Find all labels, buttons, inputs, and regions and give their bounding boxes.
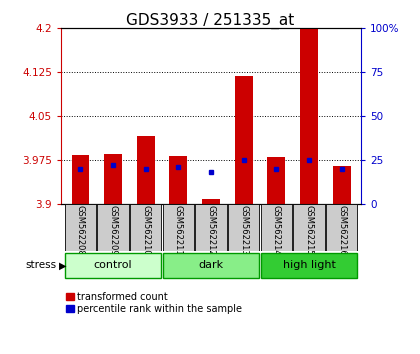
Bar xyxy=(202,199,220,204)
Text: ▶: ▶ xyxy=(59,261,66,270)
Bar xyxy=(163,253,260,278)
Bar xyxy=(235,76,253,204)
Text: GSM562216: GSM562216 xyxy=(337,205,346,256)
Text: GSM562215: GSM562215 xyxy=(304,205,313,256)
Bar xyxy=(97,204,129,251)
Text: GSM562209: GSM562209 xyxy=(109,205,118,256)
Text: GDS3933 / 251335_at: GDS3933 / 251335_at xyxy=(126,12,294,29)
Bar xyxy=(293,204,325,251)
Text: GSM562212: GSM562212 xyxy=(207,205,215,256)
Bar xyxy=(71,155,89,204)
Text: control: control xyxy=(94,260,132,270)
Bar xyxy=(300,28,318,204)
Bar xyxy=(130,204,161,251)
Text: stress: stress xyxy=(26,261,57,270)
Bar xyxy=(65,204,96,251)
Bar xyxy=(137,136,155,204)
Text: dark: dark xyxy=(199,260,223,270)
Text: GSM562211: GSM562211 xyxy=(174,205,183,256)
Text: high light: high light xyxy=(283,260,336,270)
Text: GSM562210: GSM562210 xyxy=(141,205,150,256)
Bar xyxy=(261,204,292,251)
Text: GSM562214: GSM562214 xyxy=(272,205,281,256)
Bar xyxy=(326,204,357,251)
Text: GSM562213: GSM562213 xyxy=(239,205,248,256)
Bar xyxy=(163,204,194,251)
Text: GSM562208: GSM562208 xyxy=(76,205,85,256)
Bar xyxy=(195,204,227,251)
Bar xyxy=(169,156,187,204)
Bar xyxy=(333,166,351,204)
Bar xyxy=(104,154,122,204)
Bar xyxy=(65,253,161,278)
Bar xyxy=(261,253,357,278)
Bar xyxy=(228,204,260,251)
Bar xyxy=(268,158,285,204)
Legend: transformed count, percentile rank within the sample: transformed count, percentile rank withi… xyxy=(66,292,242,314)
